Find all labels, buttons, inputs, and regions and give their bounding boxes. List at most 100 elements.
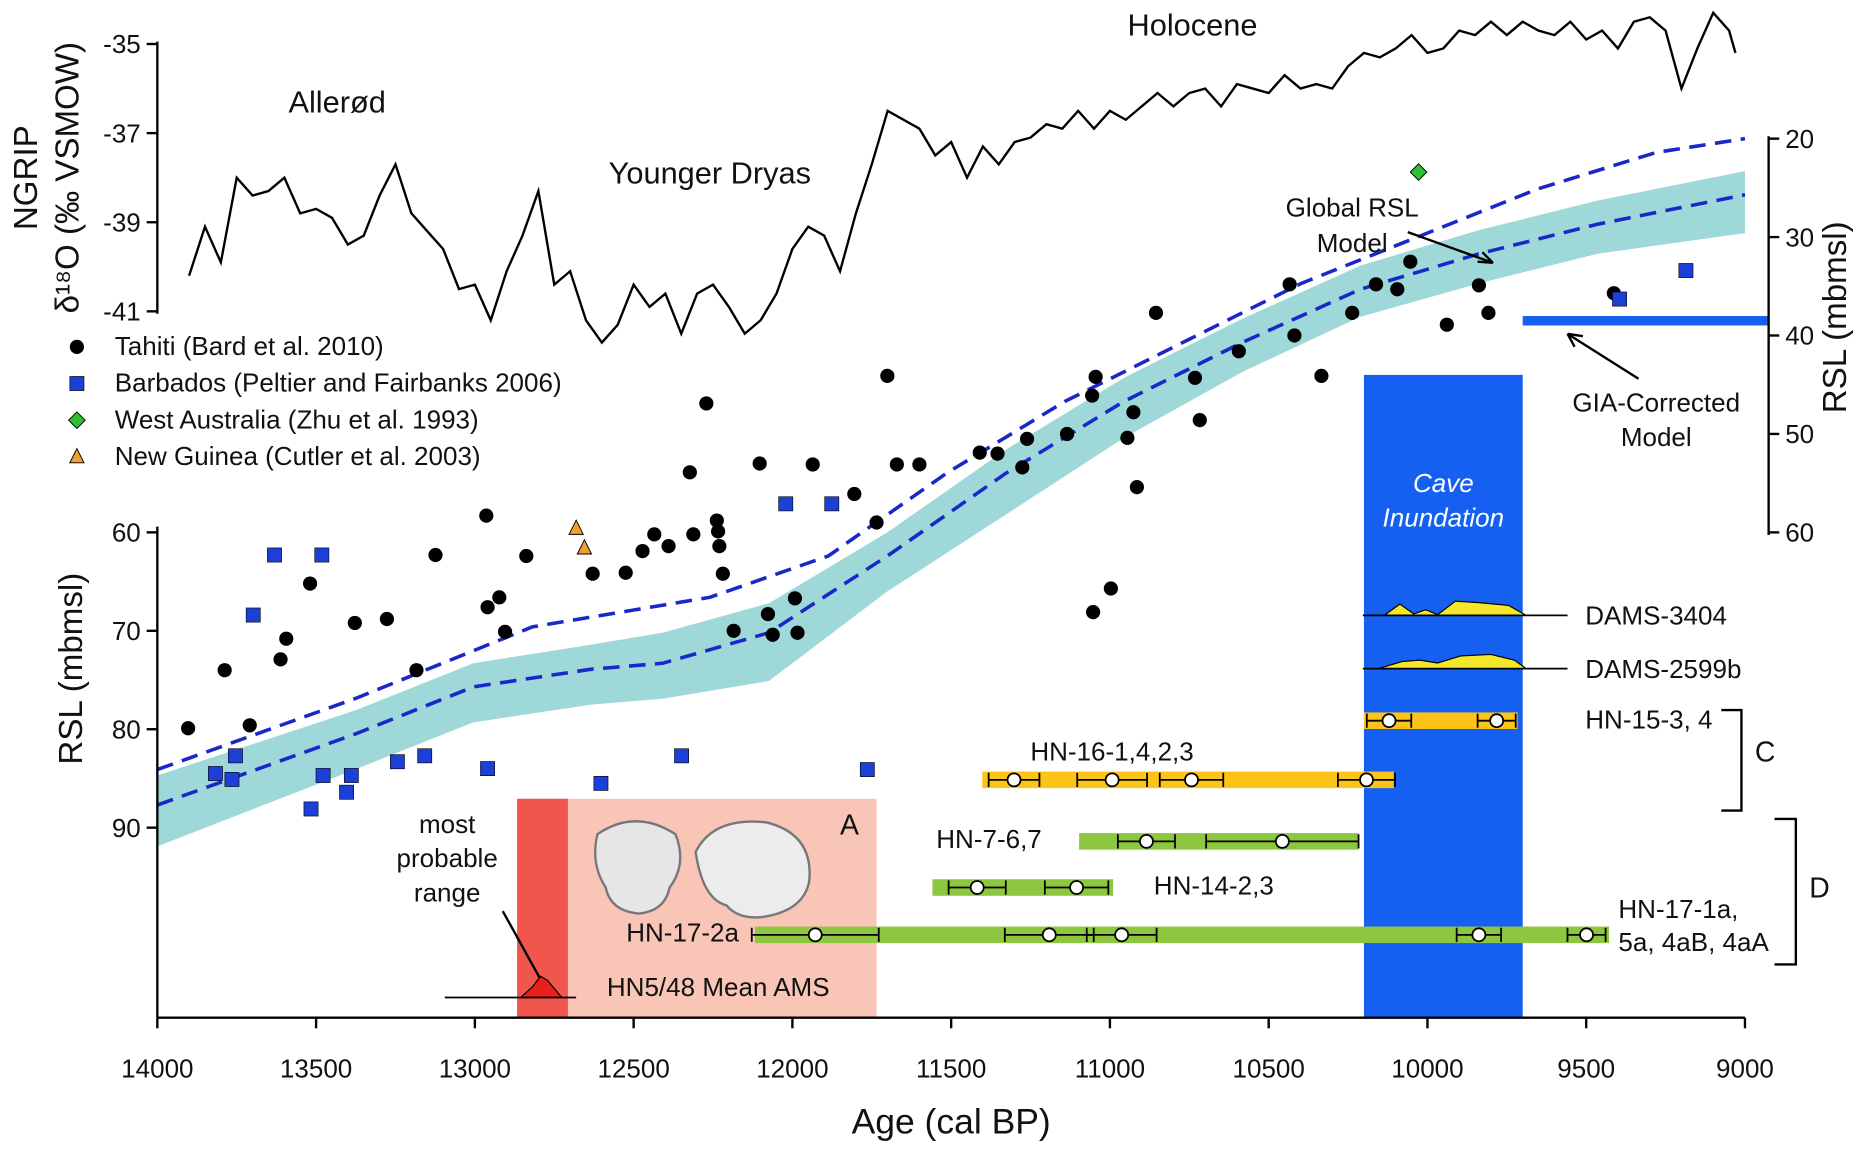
- cave-label: Cave: [1413, 468, 1474, 498]
- marker-circle: [1059, 426, 1075, 442]
- marker-circle: [1231, 344, 1246, 359]
- y2-axis-label: NGRIP: [8, 125, 45, 230]
- marker-diamond: [1409, 163, 1428, 182]
- date-point: [969, 880, 985, 895]
- marker-circle: [1403, 254, 1418, 269]
- x-tick-label: 10500: [1233, 1054, 1305, 1084]
- marker-circle: [347, 615, 362, 631]
- marker-circle: [805, 457, 820, 472]
- y-right-tick-label: 30: [1785, 222, 1814, 252]
- marker-circle: [181, 721, 196, 736]
- period-label: Holocene: [1128, 8, 1258, 43]
- x-tick-label: 12000: [756, 1054, 828, 1084]
- date-point: [1489, 713, 1505, 729]
- global-model-line: [156, 136, 1746, 772]
- marker-circle: [990, 446, 1005, 461]
- marker-circle: [1345, 305, 1360, 320]
- marker-circle: [880, 368, 895, 383]
- marker-square: [339, 784, 354, 800]
- y-tick-label: 90: [112, 813, 141, 843]
- marker-square: [224, 772, 240, 787]
- marker-circle: [1187, 370, 1203, 385]
- cave-label: Inundation: [1383, 502, 1505, 532]
- marker-circle: [1103, 581, 1118, 596]
- bracket: [1721, 708, 1743, 812]
- marker-circle: [682, 465, 697, 480]
- period-label: Younger Dryas: [609, 155, 811, 190]
- panel-a: [517, 798, 877, 1018]
- y-right-axis-label: RSL (mbmsl): [1817, 221, 1854, 413]
- marker-square: [267, 547, 282, 563]
- marker-circle: [1192, 413, 1207, 428]
- global-model-label: Model: [1317, 228, 1388, 258]
- marker-circle: [1129, 479, 1145, 495]
- marker-circle: [712, 539, 727, 554]
- skull-side: [694, 820, 811, 919]
- marker-circle: [635, 543, 650, 559]
- x-tick-label: 12500: [597, 1054, 669, 1084]
- probable-label: most: [419, 809, 476, 839]
- marker-circle: [1439, 317, 1454, 332]
- marker-circle: [273, 652, 288, 667]
- gia-band: [157, 171, 1745, 847]
- marker-circle: [302, 576, 318, 591]
- ngrip-line: [187, 10, 1737, 345]
- marker-circle: [1314, 368, 1329, 383]
- marker-square: [824, 496, 840, 512]
- pointer: [501, 910, 541, 978]
- marker-square: [480, 761, 495, 777]
- marker-circle: [217, 663, 232, 678]
- date-point: [1381, 713, 1397, 729]
- cave-level: [1522, 316, 1769, 326]
- marker-circle: [618, 565, 633, 580]
- y-right-tick-label: 40: [1785, 321, 1814, 351]
- date-range: [1363, 712, 1518, 729]
- distribution-label: DAMS-2599b: [1585, 654, 1741, 684]
- marker-circle: [480, 600, 495, 615]
- marker-square: [593, 775, 609, 791]
- marker-circle: [699, 396, 714, 411]
- marker-circle: [497, 624, 513, 639]
- legend-label: Barbados (Peltier and Fairbanks 2006): [115, 368, 562, 398]
- range-label: HN-17-1a,: [1618, 894, 1738, 924]
- marker-circle: [869, 515, 884, 530]
- marker-square: [343, 768, 359, 783]
- marker-circle: [279, 631, 294, 646]
- probability-distribution: [1378, 653, 1529, 670]
- marker-triangle: [568, 519, 585, 535]
- x-tick-label: 9000: [1716, 1054, 1774, 1084]
- marker-circle: [1471, 278, 1486, 293]
- y-right-tick-label: 50: [1785, 419, 1814, 449]
- date-point: [1359, 772, 1374, 788]
- arrow: [1566, 332, 1640, 380]
- probable-label: probable: [397, 843, 498, 873]
- date-point: [1184, 772, 1199, 788]
- date-point: [1274, 833, 1290, 849]
- date-point: [1114, 927, 1130, 943]
- range-label: HN-7-6,7: [936, 824, 1042, 854]
- marker-square: [69, 376, 85, 391]
- marker-circle: [726, 623, 741, 638]
- x-tick-label: 13000: [439, 1054, 511, 1084]
- marker-circle: [760, 606, 776, 622]
- date-point: [1104, 772, 1120, 788]
- marker-circle: [409, 663, 424, 678]
- marker-square: [315, 768, 331, 783]
- marker-circle: [1282, 277, 1297, 292]
- marker-square: [778, 496, 794, 512]
- marker-square: [208, 766, 223, 781]
- date-point: [1069, 880, 1084, 895]
- legend-label: New Guinea (Cutler et al. 2003): [115, 441, 481, 471]
- y2-tick-label: -37: [103, 118, 141, 148]
- marker-circle: [972, 445, 987, 460]
- marker-circle: [479, 508, 494, 523]
- marker-circle: [242, 718, 257, 733]
- marker-circle: [686, 527, 701, 542]
- marker-circle: [585, 566, 600, 581]
- marker-triangle: [69, 447, 85, 464]
- marker-square: [245, 607, 261, 623]
- x-tick-label: 10000: [1391, 1054, 1463, 1084]
- date-point: [1139, 833, 1154, 849]
- marker-circle: [428, 547, 443, 563]
- marker-circle: [787, 591, 803, 606]
